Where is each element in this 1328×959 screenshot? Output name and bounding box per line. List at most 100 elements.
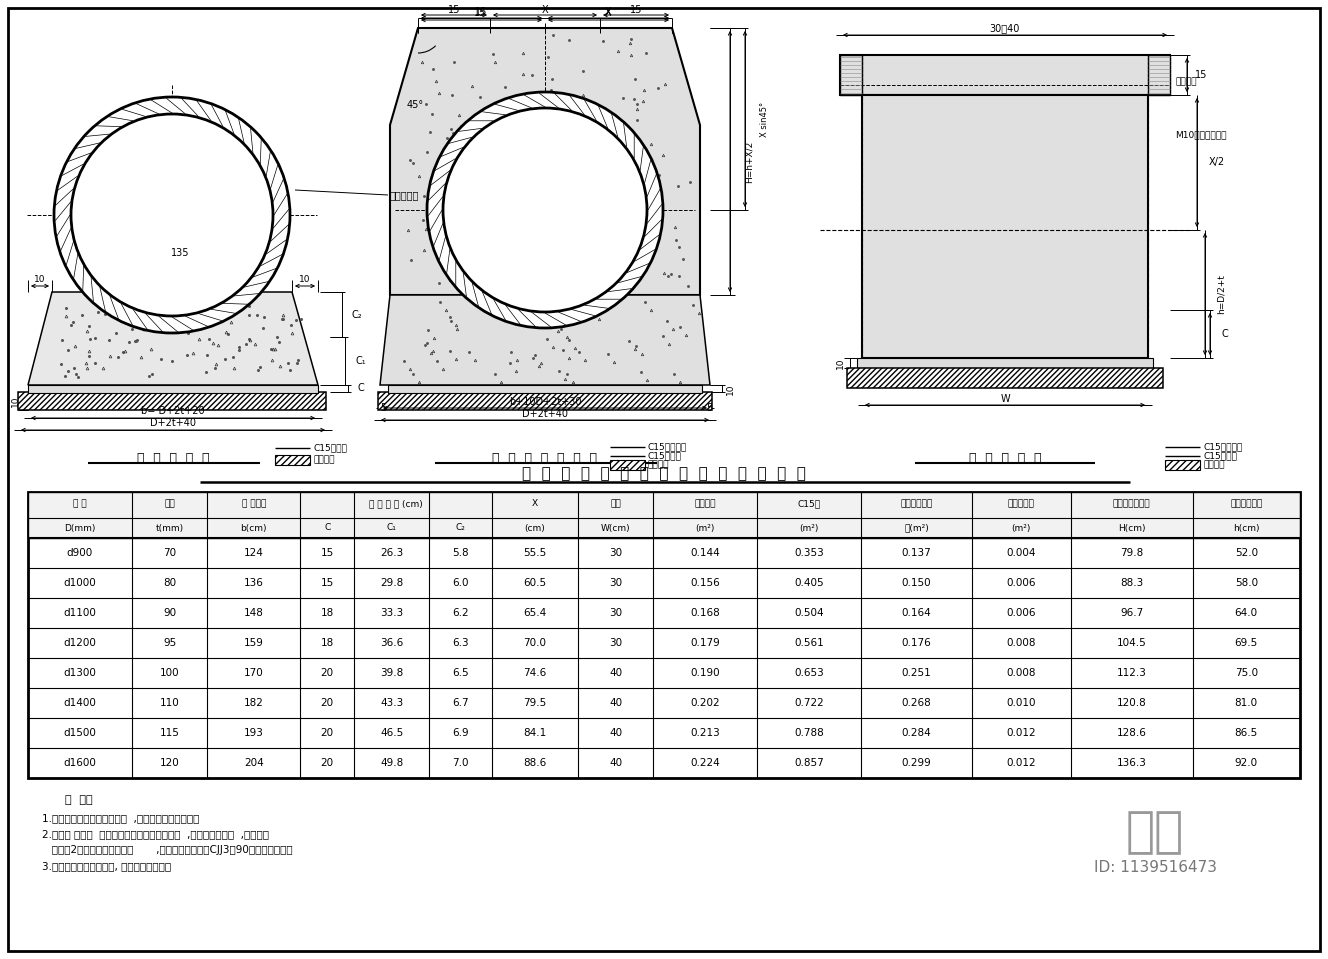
Text: 5: 5 [380, 403, 386, 413]
Text: 10: 10 [725, 384, 734, 395]
Text: 6.3: 6.3 [453, 638, 469, 648]
Text: 88.6: 88.6 [523, 758, 547, 768]
Text: 36.6: 36.6 [380, 638, 404, 648]
Text: 120.8: 120.8 [1117, 698, 1146, 708]
Text: 84.1: 84.1 [523, 728, 547, 738]
Text: X: X [533, 500, 538, 508]
Text: 30: 30 [610, 548, 623, 558]
Text: 6.2: 6.2 [453, 608, 469, 618]
Text: 2.本图为 大管径  管基及混凝砼套环接口设计图  ,一般用于污水管  ,管道接口: 2.本图为 大管径 管基及混凝砼套环接口设计图 ,一般用于污水管 ,管道接口 [42, 829, 270, 839]
Text: 65.4: 65.4 [523, 608, 547, 618]
Text: 0.150: 0.150 [902, 578, 931, 588]
Text: 二次混凝土: 二次混凝土 [390, 190, 420, 200]
Text: 0.008: 0.008 [1007, 638, 1036, 648]
Text: d1600: d1600 [64, 758, 97, 768]
Text: W: W [1000, 394, 1009, 404]
Text: 58.0: 58.0 [1235, 578, 1258, 588]
Text: 0.004: 0.004 [1007, 548, 1036, 558]
Text: 0.012: 0.012 [1007, 728, 1036, 738]
Text: 159: 159 [244, 638, 264, 648]
Text: b+10D+2t+30: b+10D+2t+30 [509, 397, 582, 407]
Text: 15: 15 [1195, 70, 1207, 80]
Text: 40: 40 [610, 728, 623, 738]
Text: 10: 10 [299, 274, 311, 284]
Text: 15: 15 [629, 5, 643, 15]
Text: 95: 95 [163, 638, 177, 648]
Text: 86.5: 86.5 [1235, 728, 1258, 738]
Text: 碎石垫层: 碎石垫层 [1203, 460, 1224, 470]
Text: 52.0: 52.0 [1235, 548, 1258, 558]
Bar [28, 492, 1300, 538]
Bar [841, 55, 1170, 95]
Bar [610, 460, 645, 470]
Text: 112.3: 112.3 [1117, 668, 1146, 678]
Text: 15: 15 [320, 548, 333, 558]
Text: C15砼管基: C15砼管基 [313, 443, 347, 453]
Text: W(cm): W(cm) [600, 524, 631, 532]
Text: 100: 100 [159, 668, 179, 678]
Bar [1165, 460, 1201, 470]
Text: 39.8: 39.8 [380, 668, 404, 678]
Text: C15砼: C15砼 [798, 500, 821, 508]
Text: 0.137: 0.137 [902, 548, 931, 558]
Text: 40: 40 [610, 758, 623, 768]
Text: C₁: C₁ [355, 356, 365, 366]
Bar [19, 392, 325, 410]
Text: 148: 148 [244, 608, 264, 618]
Text: 1.本图尺寸除管径以毫米计外  ,其余均以厘米为单位。: 1.本图尺寸除管径以毫米计外 ,其余均以厘米为单位。 [42, 813, 199, 823]
Text: 46.5: 46.5 [380, 728, 404, 738]
Text: 0.006: 0.006 [1007, 578, 1036, 588]
Text: 接  口  基  座  横  断  面: 接 口 基 座 横 断 面 [493, 452, 598, 464]
Text: 说  明：: 说 明： [65, 795, 93, 805]
Text: 每  延  米  管  基  及  每  个  接  口  工  程  数  量  表: 每 延 米 管 基 及 每 个 接 口 工 程 数 量 表 [522, 466, 806, 481]
Text: 0.504: 0.504 [794, 608, 823, 618]
Text: d1500: d1500 [64, 728, 97, 738]
Text: 0.251: 0.251 [902, 668, 931, 678]
Text: H(cm): H(cm) [1118, 524, 1145, 532]
Text: 20: 20 [320, 758, 333, 768]
Text: X: X [606, 7, 612, 17]
Text: 7.0: 7.0 [453, 758, 469, 768]
Text: 74.6: 74.6 [523, 668, 547, 678]
Text: 6.9: 6.9 [453, 728, 469, 738]
Text: 136: 136 [244, 578, 264, 588]
Text: 知末: 知末 [1126, 808, 1185, 856]
Text: 0.179: 0.179 [691, 638, 720, 648]
Text: 管厚: 管厚 [165, 500, 175, 508]
Text: 管  基  横  断  面: 管 基 横 断 面 [137, 452, 210, 464]
Text: 115: 115 [159, 728, 179, 738]
Polygon shape [28, 292, 317, 385]
Text: X/2: X/2 [1208, 157, 1226, 168]
Text: 碎石垫层: 碎石垫层 [695, 500, 716, 508]
Text: 0.190: 0.190 [691, 668, 720, 678]
Text: 88.3: 88.3 [1120, 578, 1143, 588]
Text: 26.3: 26.3 [380, 548, 404, 558]
Text: 0.224: 0.224 [691, 758, 720, 768]
Text: 64.0: 64.0 [1235, 608, 1258, 618]
Text: 10: 10 [835, 358, 845, 369]
Text: 136.3: 136.3 [1117, 758, 1146, 768]
Text: 0.168: 0.168 [691, 608, 720, 618]
Text: 43.3: 43.3 [380, 698, 404, 708]
Bar [275, 455, 309, 465]
Text: 管底至中心高: 管底至中心高 [1230, 500, 1263, 508]
Text: 124: 124 [244, 548, 264, 558]
Text: 30: 30 [610, 638, 623, 648]
Text: 接口处砂浆: 接口处砂浆 [1008, 500, 1035, 508]
Polygon shape [380, 295, 710, 385]
Text: 0.857: 0.857 [794, 758, 823, 768]
Text: 0.213: 0.213 [691, 728, 720, 738]
Text: D+2t+40: D+2t+40 [150, 418, 197, 428]
Text: 6.0: 6.0 [453, 578, 469, 588]
Text: 69.5: 69.5 [1235, 638, 1258, 648]
Text: D(mm): D(mm) [64, 524, 96, 532]
Text: 30: 30 [610, 608, 623, 618]
Text: C₁: C₁ [386, 524, 397, 532]
Text: 79.8: 79.8 [1120, 548, 1143, 558]
Text: 15: 15 [474, 8, 486, 18]
Text: 0.405: 0.405 [794, 578, 823, 588]
Text: 0.164: 0.164 [902, 608, 931, 618]
Text: 40: 40 [610, 698, 623, 708]
Text: 碎石垫层: 碎石垫层 [313, 456, 335, 464]
Text: 座宽: 座宽 [611, 500, 622, 508]
